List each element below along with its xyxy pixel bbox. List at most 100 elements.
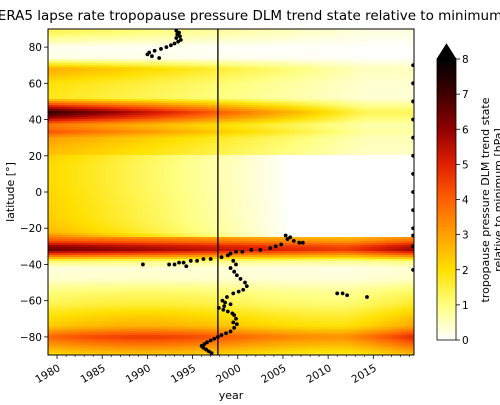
heatmap-cell (284, 97, 290, 100)
heatmap-cell (65, 141, 71, 144)
heatmap-cell (391, 101, 397, 104)
heatmap-cell (190, 103, 196, 106)
heatmap-cell (257, 31, 263, 34)
heatmap-cell (177, 49, 183, 52)
heatmap-cell (351, 45, 357, 48)
heatmap-cell (275, 123, 281, 126)
heatmap-cell (351, 141, 357, 144)
heatmap-cell (244, 139, 250, 142)
heatmap-cell (110, 141, 116, 144)
heatmap-cell (150, 97, 156, 100)
heatmap-cell (409, 43, 414, 46)
heatmap-cell (253, 79, 259, 82)
heatmap-cell (65, 105, 71, 108)
heatmap-cell (297, 47, 304, 50)
heatmap-cell (289, 43, 295, 46)
heatmap-cell (329, 73, 335, 76)
heatmap-cell (231, 47, 237, 50)
heatmap-cell (266, 85, 272, 88)
heatmap-cell (355, 61, 362, 64)
heatmap-cell (360, 29, 366, 32)
heatmap-cell (70, 129, 76, 132)
heatmap-cell (257, 97, 263, 100)
heatmap-cell (181, 129, 187, 132)
heatmap-cell (400, 65, 406, 68)
heatmap-cell (123, 85, 129, 88)
heatmap-cell (253, 105, 259, 108)
heatmap-cell (177, 101, 183, 104)
heatmap-cell (137, 61, 143, 64)
heatmap-cell (141, 139, 147, 142)
heatmap-cell (364, 107, 370, 110)
heatmap-cell (97, 147, 103, 150)
heatmap-cell (338, 77, 344, 80)
heatmap-cell (190, 101, 196, 104)
heatmap-cell (190, 29, 196, 32)
heatmap-cell (213, 73, 219, 76)
heatmap-cell (297, 99, 304, 102)
heatmap-cell (146, 69, 152, 72)
heatmap-cell (297, 133, 304, 136)
heatmap-cell (70, 53, 76, 56)
heatmap-cell (360, 149, 366, 152)
heatmap-cell (88, 95, 94, 98)
heatmap-cell (217, 107, 223, 110)
heatmap-cell (226, 97, 232, 100)
heatmap-cell (311, 123, 317, 126)
heatmap-cell (123, 119, 129, 122)
heatmap-cell (409, 129, 414, 132)
heatmap-cell (387, 59, 393, 62)
heatmap-cell (333, 121, 339, 124)
heatmap-cell (297, 111, 304, 114)
heatmap-cell (320, 85, 326, 88)
heatmap-cell (311, 103, 317, 106)
heatmap-cell (369, 111, 375, 114)
heatmap-cell (266, 123, 272, 126)
heatmap-cell (208, 75, 214, 78)
heatmap-cell (186, 133, 192, 136)
heatmap-cell (177, 141, 183, 144)
heatmap-cell (199, 69, 205, 72)
heatmap-cell (257, 91, 263, 94)
heatmap-cell (74, 113, 80, 116)
heatmap-cell (52, 33, 58, 36)
heatmap-cell (48, 133, 54, 136)
heatmap-cell (382, 133, 388, 136)
heatmap-cell (204, 123, 210, 126)
heatmap-cell (396, 107, 402, 110)
heatmap-cell (168, 91, 174, 94)
heatmap-cell (195, 39, 201, 42)
heatmap-cell (123, 139, 129, 142)
heatmap-cell (275, 147, 281, 150)
heatmap-cell (83, 133, 89, 136)
heatmap-cell (74, 149, 80, 152)
heatmap-cell (253, 113, 259, 116)
heatmap-cell (190, 135, 196, 138)
heatmap-cell (405, 133, 411, 136)
heatmap-cell (114, 115, 121, 118)
heatmap-cell (369, 29, 375, 32)
heatmap-cell (141, 147, 147, 150)
heatmap-cell (373, 41, 379, 44)
heatmap-cell (123, 103, 129, 106)
heatmap-cell (48, 107, 54, 110)
heatmap-cell (248, 41, 254, 44)
heatmap-cell (48, 137, 54, 140)
heatmap-cell (306, 93, 312, 96)
heatmap-cell (351, 71, 357, 74)
heatmap-cell (324, 103, 330, 106)
heatmap-cell (360, 45, 366, 48)
heatmap-cell (231, 39, 237, 42)
heatmap-cell (257, 79, 263, 82)
heatmap-cell (387, 55, 393, 58)
heatmap-cell (382, 53, 388, 56)
heatmap-cell (244, 107, 250, 110)
heatmap-cell (226, 93, 232, 96)
heatmap-cell (387, 63, 393, 66)
heatmap-cell (88, 43, 94, 46)
heatmap-cell (391, 87, 397, 90)
heatmap-cell (83, 127, 89, 130)
heatmap-cell (342, 133, 348, 136)
heatmap-cell (248, 87, 254, 90)
